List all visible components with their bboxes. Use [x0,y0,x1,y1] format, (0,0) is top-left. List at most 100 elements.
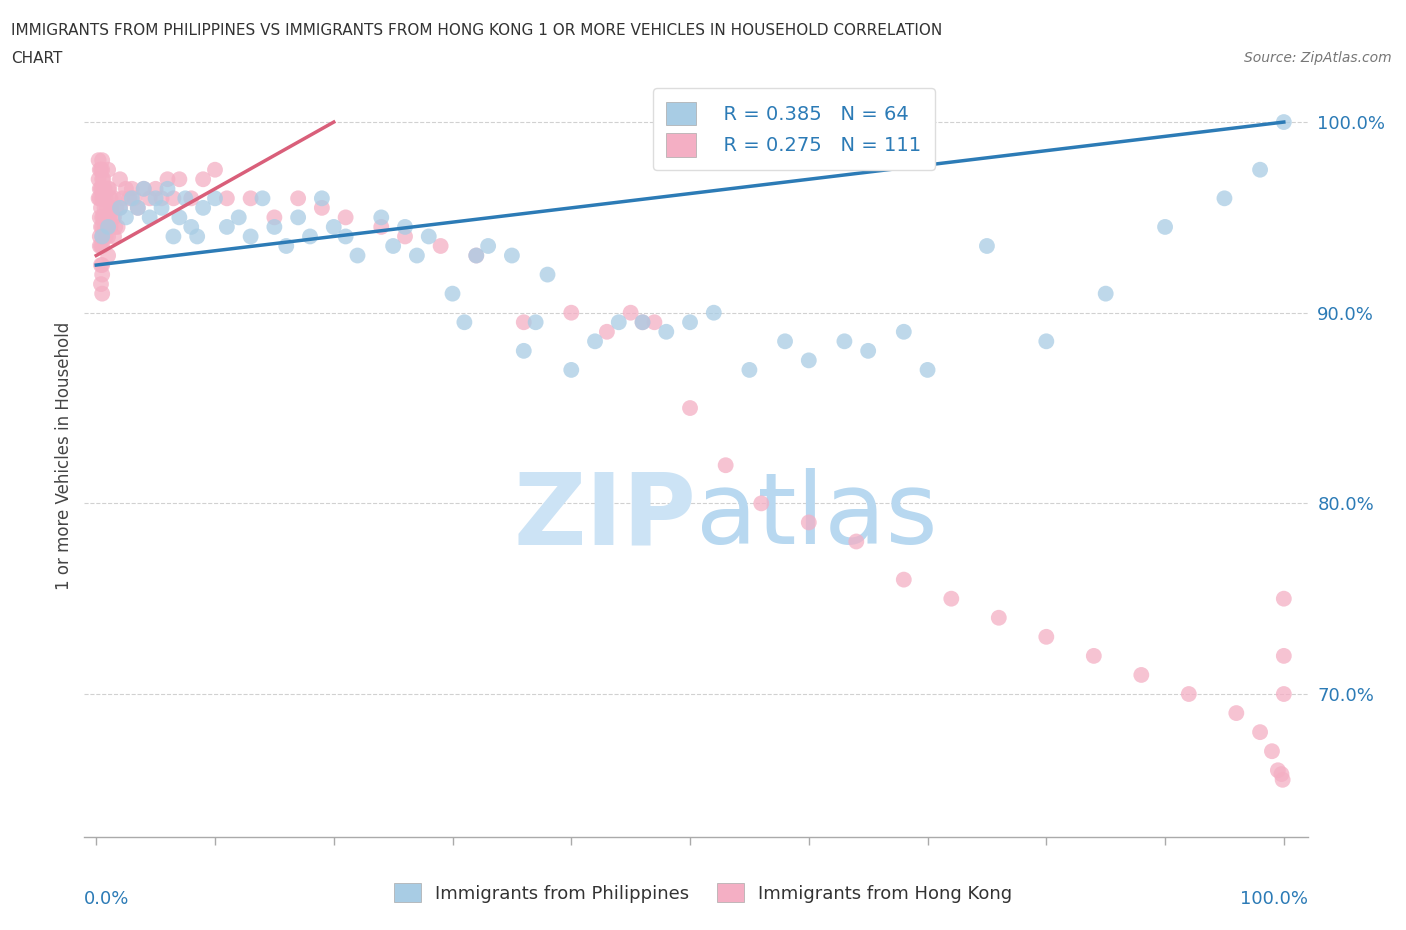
Point [631,314,654,330]
Point [91,238,114,253]
Point [108,200,131,215]
Point [91,153,114,167]
Point [103,229,125,244]
Point [418,229,440,244]
Point [138,210,160,225]
Point [1225,706,1247,721]
Point [156,181,179,196]
Point [1213,191,1236,206]
Point [138,191,160,206]
Point [104,219,127,234]
Point [90,276,112,291]
Point [89,163,111,178]
Point [90,219,112,234]
Text: CHART: CHART [11,51,63,66]
Point [1035,630,1057,644]
Point [311,191,333,206]
Point [156,172,179,187]
Point [97,229,120,244]
Legend: Immigrants from Philippines, Immigrants from Hong Kong: Immigrants from Philippines, Immigrants … [385,874,1021,911]
Point [90,238,112,253]
Point [93,172,115,187]
Point [596,325,619,339]
Point [1261,744,1284,759]
Point [335,210,357,225]
Point [93,210,115,225]
Point [370,210,392,225]
Point [91,286,114,301]
Point [738,363,761,378]
Point [845,534,868,549]
Point [90,258,112,272]
Point [204,191,226,206]
Point [263,210,285,225]
Point [91,219,114,234]
Point [97,248,120,263]
Point [121,191,143,206]
Point [560,363,582,378]
Point [127,200,149,215]
Point [97,219,120,234]
Point [513,314,536,330]
Point [1270,766,1292,781]
Text: 0.0%: 0.0% [84,890,129,909]
Point [583,334,606,349]
Point [87,172,110,187]
Point [115,181,138,196]
Point [150,191,173,206]
Point [180,191,202,206]
Point [322,219,344,234]
Point [834,334,856,349]
Point [105,200,128,215]
Point [298,229,321,244]
Point [191,172,214,187]
Point [1035,334,1057,349]
Point [98,210,121,225]
Point [174,191,197,206]
Point [94,210,117,225]
Point [96,200,118,215]
Point [204,163,226,178]
Point [1267,763,1289,777]
Point [655,325,678,339]
Point [382,238,405,253]
Point [90,181,112,196]
Point [91,229,114,244]
Point [893,572,915,587]
Point [856,343,879,358]
Point [1178,686,1201,701]
Point [465,248,488,263]
Point [239,229,262,244]
Point [180,219,202,234]
Point [1272,114,1295,129]
Point [524,314,547,330]
Point [91,258,114,272]
Legend:   R = 0.385   N = 64,   R = 0.275   N = 111: R = 0.385 N = 64, R = 0.275 N = 111 [652,88,935,170]
Point [98,181,121,196]
Point [150,200,173,215]
Text: ZIP: ZIP [513,468,696,565]
Point [91,210,114,225]
Point [87,153,110,167]
Point [90,200,112,215]
Point [100,200,122,215]
Point [111,191,134,206]
Point [108,200,131,215]
Point [97,163,120,178]
Point [1272,648,1295,663]
Point [93,219,115,234]
Point [749,496,772,511]
Point [91,181,114,196]
Point [406,248,429,263]
Point [97,210,120,225]
Point [252,191,274,206]
Point [893,325,915,339]
Point [91,229,114,244]
Point [453,314,475,330]
Text: IMMIGRANTS FROM PHILIPPINES VS IMMIGRANTS FROM HONG KONG 1 OR MORE VEHICLES IN H: IMMIGRANTS FROM PHILIPPINES VS IMMIGRANT… [11,23,942,38]
Point [631,314,654,330]
Point [93,200,115,215]
Point [1130,668,1153,683]
Point [93,181,115,196]
Point [311,200,333,215]
